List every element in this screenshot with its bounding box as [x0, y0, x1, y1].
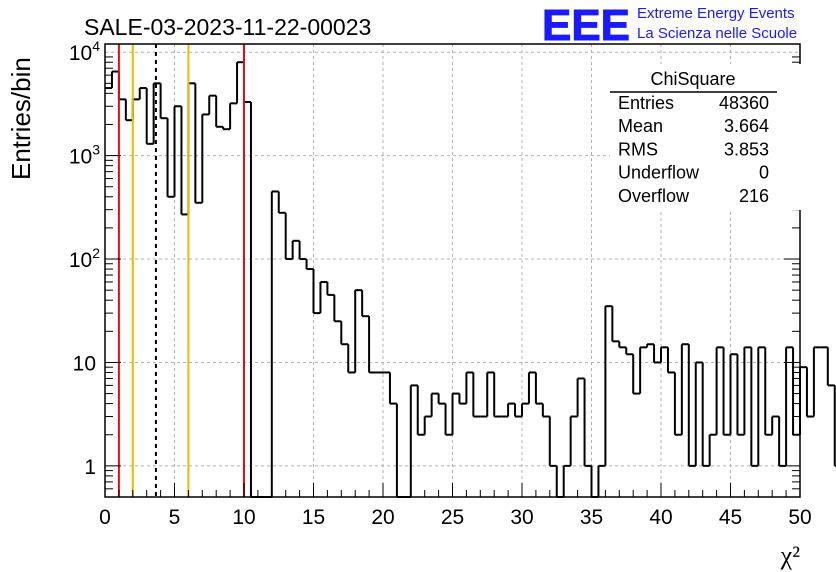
histogram-series: [105, 61, 836, 498]
x-tick-label: 35: [580, 506, 603, 529]
marker-lines: [117, 44, 245, 497]
y-tick-label: 10: [73, 352, 96, 375]
stats-row-value: 3.664: [724, 116, 769, 136]
stats-box: ChiSquare Entries 48360 Mean 3.664 RMS 3.853 U…: [610, 64, 808, 210]
x-tick-label: 50: [788, 506, 811, 529]
stats-rows: Entries 48360 Mean 3.664 RMS 3.853 Underflow 0 O…: [618, 93, 769, 206]
stats-row-value: 216: [739, 186, 769, 206]
logo-line-1: Extreme Energy Events: [637, 5, 795, 22]
y-tick-label: 102: [69, 245, 100, 272]
x-tick-label: 10: [232, 506, 255, 529]
stats-row-label: Mean: [618, 116, 663, 136]
eee-logo: EEE Extreme Energy Events La Scienza nel…: [542, 1, 798, 51]
x-tick-label: 40: [649, 506, 672, 529]
stats-row-label: RMS: [618, 139, 658, 159]
x-tick-label: 45: [719, 506, 742, 529]
y-tick-label: 1: [84, 456, 96, 479]
logo-mark: EEE: [542, 1, 630, 50]
stats-row-value: 0: [759, 163, 769, 183]
x-tick-label: 25: [441, 506, 464, 529]
stats-row-value: 48360: [719, 93, 769, 113]
stats-box-frame: [610, 64, 808, 210]
stats-title: ChiSquare: [650, 69, 735, 89]
x-tick-label: 5: [169, 506, 181, 529]
x-axis-label: χ²: [780, 541, 801, 570]
chart-title: SALE-03-2023-11-22-00023: [84, 14, 371, 40]
y-axis-label: Entries/bin: [6, 57, 36, 180]
axes: 0 5 10 15 20 25 30 35 40 45 50 1 10 102 103 104: [69, 38, 812, 529]
y-tick-label: 104: [69, 38, 100, 65]
y-tick-label: 103: [69, 142, 100, 169]
x-tick-label: 20: [371, 506, 394, 529]
x-tick-label: 30: [510, 506, 533, 529]
stats-row-label: Underflow: [618, 163, 700, 183]
stats-row-label: Overflow: [618, 186, 690, 206]
stats-row-label: Entries: [618, 93, 674, 113]
x-tick-label: 15: [302, 506, 325, 529]
x-tick-label: 0: [99, 506, 111, 529]
logo-line-2: La Scienza nelle Scuole: [637, 25, 797, 42]
grid: [105, 44, 800, 497]
stats-row-value: 3.853: [724, 139, 769, 159]
